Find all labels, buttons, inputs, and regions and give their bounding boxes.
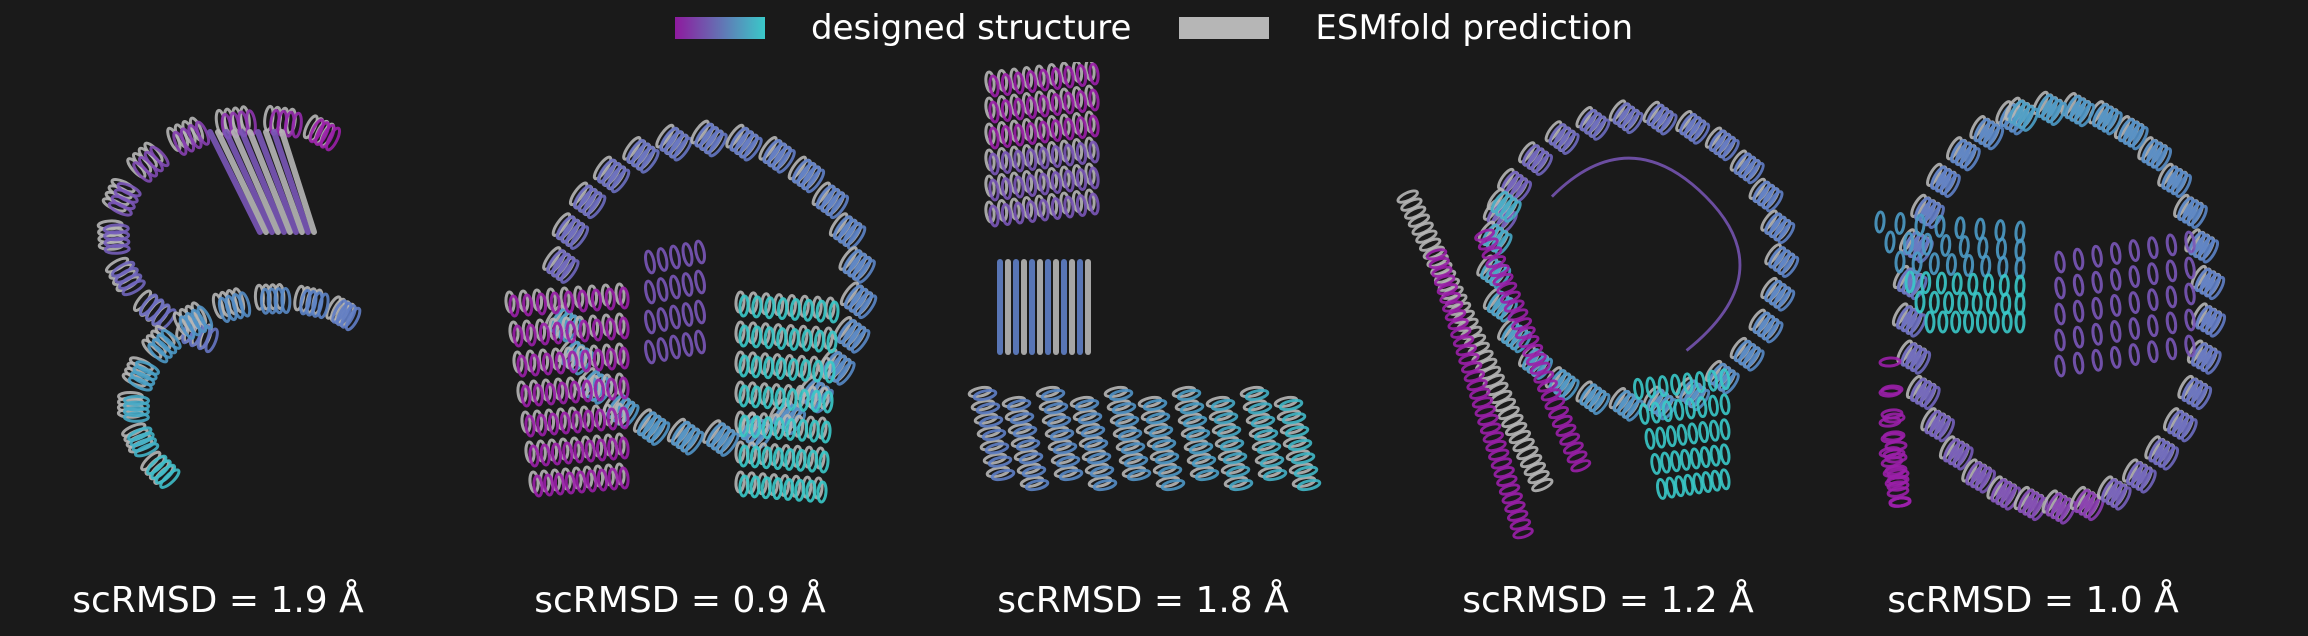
protein-structure-4 bbox=[1390, 62, 1810, 562]
scrmsd-label-3: scRMSD = 1.8 Å bbox=[997, 580, 1289, 621]
protein-structure-5 bbox=[1860, 62, 2240, 562]
legend-esmfold-prediction: ESMfold prediction bbox=[1179, 8, 1633, 48]
scrmsd-label-4: scRMSD = 1.2 Å bbox=[1462, 580, 1754, 621]
legend-designed-structure: designed structure bbox=[675, 8, 1131, 48]
scrmsd-label-5: scRMSD = 1.0 Å bbox=[1887, 580, 2179, 621]
designed-structure-label: designed structure bbox=[811, 8, 1132, 48]
protein-structure-2 bbox=[500, 62, 890, 562]
esmfold-prediction-swatch bbox=[1179, 17, 1270, 39]
scrmsd-label-2: scRMSD = 0.9 Å bbox=[534, 580, 826, 621]
protein-structure-1 bbox=[60, 62, 420, 562]
esmfold-prediction-label: ESMfold prediction bbox=[1315, 8, 1633, 48]
legend: designed structure ESMfold prediction bbox=[0, 6, 2308, 50]
protein-structure-3 bbox=[960, 62, 1340, 562]
scrmsd-label-1: scRMSD = 1.9 Å bbox=[72, 580, 364, 621]
designed-structure-swatch bbox=[675, 17, 765, 39]
